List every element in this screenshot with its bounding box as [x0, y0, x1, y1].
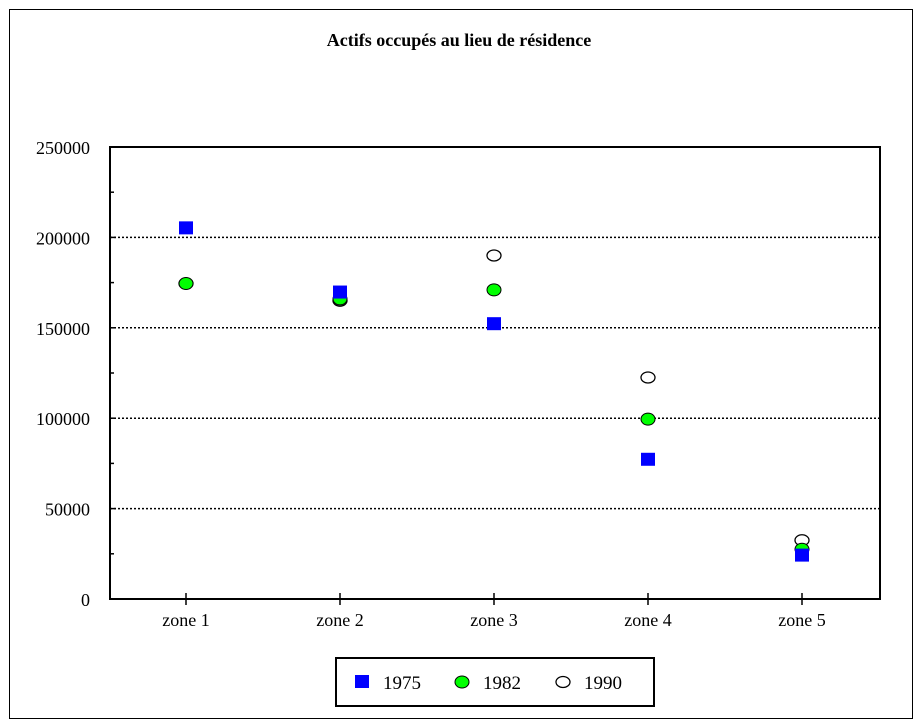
data-point-1975 [333, 285, 347, 299]
data-point-1990 [640, 371, 656, 384]
legend-label: 1990 [584, 673, 622, 694]
chart-title: Actifs occupés au lieu de résidence [327, 30, 591, 50]
legend-label: 1982 [483, 673, 521, 694]
data-point-1990 [486, 249, 502, 262]
y-tick-label: 250000 [36, 138, 90, 158]
y-tick-label: 150000 [36, 319, 90, 339]
y-tick-label: 200000 [36, 228, 90, 248]
data-point-1982 [486, 283, 502, 297]
y-tick-label: 100000 [36, 409, 90, 429]
legend-box [335, 657, 655, 707]
legend-marker-1982 [454, 675, 470, 689]
x-tick-label: zone 4 [624, 610, 671, 630]
data-point-1975 [179, 221, 193, 235]
data-point-1975 [487, 317, 501, 331]
y-tick-label: 0 [81, 590, 90, 610]
x-tick-label: zone 3 [470, 610, 517, 630]
legend-label: 1975 [383, 673, 421, 694]
x-tick-label: zone 5 [778, 610, 825, 630]
gridlines [110, 236, 880, 510]
legend-marker-1975 [355, 675, 369, 688]
x-tick-label: zone 2 [316, 610, 363, 630]
legend: 1975 1982 1990 [335, 657, 655, 707]
plot-area [109, 146, 881, 600]
data-point-1982 [178, 277, 194, 291]
x-tick-label: zone 1 [162, 610, 209, 630]
x-axis: zone 1 zone 2 zone 3 zone 4 zone 5 [162, 593, 826, 630]
data-point-1975 [641, 452, 655, 466]
data-point-1982 [640, 412, 656, 426]
y-tick-label: 50000 [45, 500, 90, 520]
legend-marker-1990 [555, 675, 571, 689]
data-point-1975 [795, 548, 809, 562]
chart-frame [9, 9, 913, 719]
y-axis: 0 50000 100000 150000 200000 250000 [36, 138, 116, 610]
data-points [178, 221, 810, 562]
